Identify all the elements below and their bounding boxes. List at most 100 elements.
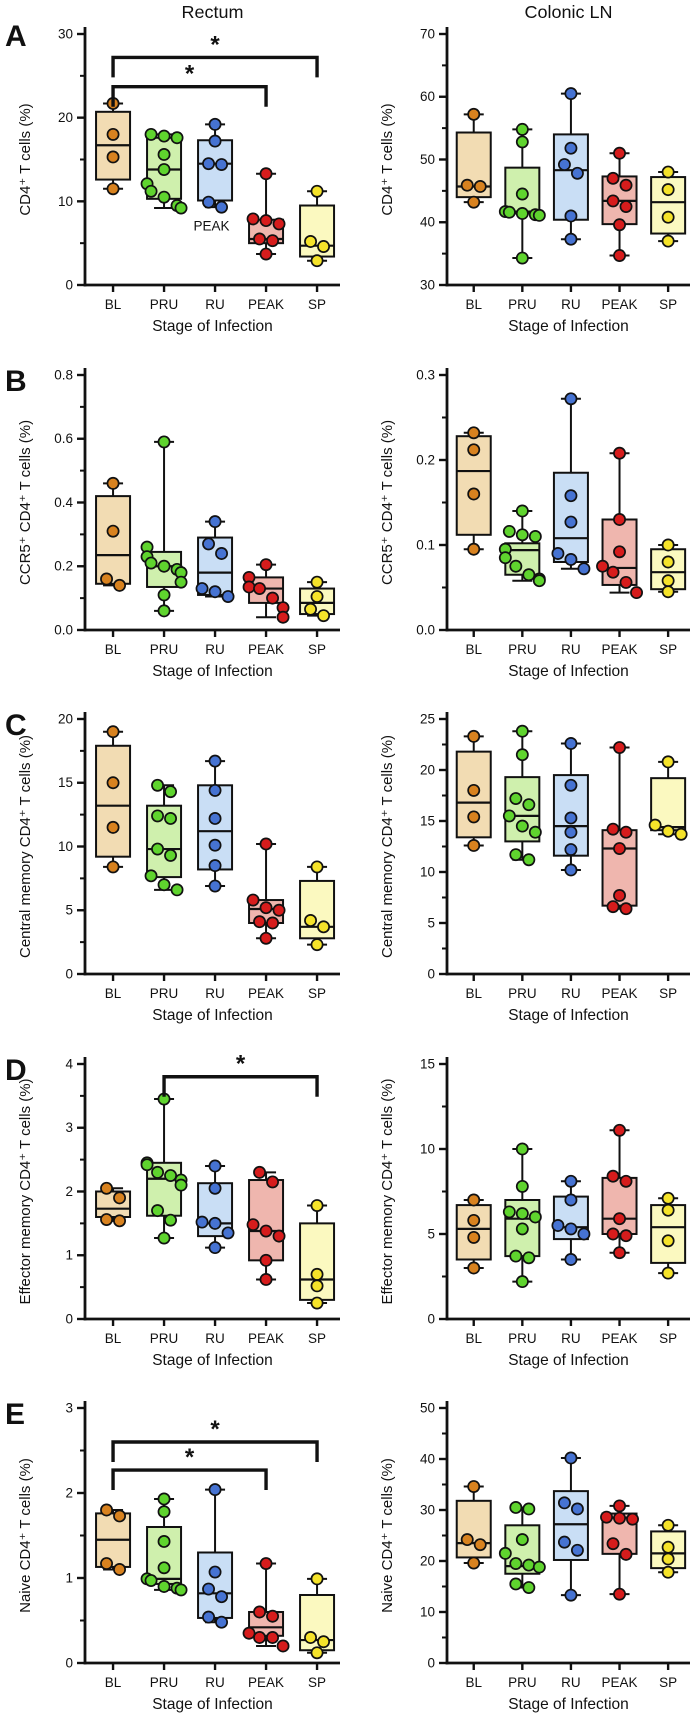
x-axis-label: Stage of Infection [508, 663, 629, 680]
data-point-SP [310, 184, 324, 198]
data-point-PRU [157, 163, 171, 176]
data-point-PRU [151, 779, 165, 792]
data-point-PRU [515, 187, 529, 201]
data-point-RU [557, 158, 571, 171]
y-tick-label: 10 [58, 839, 73, 854]
y-tick-label: 4 [66, 1056, 74, 1071]
x-tick-label: BL [105, 1331, 122, 1346]
data-point-BL [467, 487, 481, 501]
data-point-RU [564, 209, 578, 223]
figure-row-C: C Central memory CD4⁺ T cells (%) 0 5 10 15 20… [0, 689, 700, 1034]
data-point-PEAK [613, 842, 626, 856]
data-point-RU [208, 879, 222, 893]
data-point-SP [304, 1631, 317, 1645]
y-tick-label: 0.0 [416, 622, 435, 637]
y-tick-label: 20 [58, 712, 73, 727]
y-tick-label: 30 [58, 26, 73, 41]
data-point-PEAK [606, 194, 620, 208]
y-tick-label: 40 [420, 1452, 435, 1467]
data-point-SP [310, 1279, 324, 1293]
boxplot-group-PRU [140, 127, 188, 215]
y-tick-label: 70 [420, 26, 435, 41]
data-point-PEAK [606, 900, 620, 914]
boxplot-group-BL [95, 476, 132, 592]
data-point-RU [570, 166, 584, 180]
data-point-BL [473, 180, 487, 193]
data-point-RU [570, 1544, 584, 1558]
data-point-SP [661, 824, 675, 838]
panel-letter: E [5, 1398, 25, 1431]
significance-star: * [210, 31, 220, 58]
box-RU [197, 1551, 234, 1620]
boxplot-group-PEAK [246, 167, 286, 261]
panel-letter: A [5, 20, 27, 53]
y-tick-label: 20 [420, 1554, 435, 1569]
data-point-SP [661, 1541, 675, 1555]
data-point-PRU [144, 184, 158, 198]
data-point-RU [564, 1193, 578, 1207]
data-point-BL [113, 1509, 127, 1523]
data-point-RU [215, 1590, 228, 1604]
data-point-SP [317, 1635, 330, 1649]
x-tick-label: PRU [150, 986, 178, 1001]
data-point-SP [304, 602, 317, 616]
data-point-RU [215, 546, 228, 560]
data-point-PRU [157, 190, 171, 204]
data-point-PRU [515, 724, 529, 738]
data-point-PRU [170, 883, 184, 897]
panel-B-left: B CCR5⁺ CD4⁺ T cells (%) 0.0 0.2 0.4 0.6 0.8 BL… [5, 365, 340, 680]
data-point-BL [467, 784, 481, 798]
boxplot-group-BL [95, 725, 132, 874]
y-tick-label: 3 [66, 1401, 74, 1416]
data-point-PRU [515, 1222, 529, 1236]
data-point-SP [310, 1267, 324, 1281]
data-point-PRU [498, 550, 512, 564]
x-axis-label: Stage of Infection [508, 1352, 629, 1369]
data-point-RU [208, 1565, 222, 1579]
data-point-SP [661, 1552, 675, 1566]
data-point-RU [208, 1240, 222, 1254]
data-point-PEAK [600, 1511, 613, 1524]
box-SP [650, 777, 687, 832]
data-point-PRU [170, 131, 184, 145]
data-point-RU [577, 561, 591, 575]
data-point-PRU [157, 129, 171, 143]
y-tick-label: 0 [66, 967, 74, 982]
box-RU [197, 784, 234, 871]
figure-row-B: B CCR5⁺ CD4⁺ T cells (%) 0.0 0.2 0.4 0.6 0.8 BL… [0, 345, 700, 690]
data-point-PRU [144, 556, 158, 570]
data-point-RU [215, 158, 228, 171]
x-tick-label: RU [561, 1675, 580, 1690]
boxplot-group-SP [299, 1572, 336, 1660]
data-point-RU [208, 812, 222, 826]
x-tick-label: RU [205, 642, 224, 657]
y-tick-label: 1 [66, 1248, 74, 1263]
y-tick-label: 0 [66, 1311, 74, 1326]
x-axis-label: Stage of Infection [508, 318, 629, 335]
boxplot-group-PRU [140, 1092, 188, 1245]
y-tick-label: 50 [420, 152, 435, 167]
y-tick-label: 20 [420, 763, 435, 778]
boxplot-group-PRU [502, 724, 542, 867]
panel-A-left: A Rectum CD4⁺ T cells (%) 0 10 20 30 BL PRU RU PEA… [5, 2, 340, 335]
x-tick-label: PRU [150, 1675, 178, 1690]
data-point-PEAK [619, 1174, 633, 1188]
data-point-PRU [157, 1561, 171, 1575]
figure-row-E: E Naive CD4⁺ T cells (%) 0 1 2 3 BL PRU RU PEAK SP… [0, 1378, 700, 1723]
box-PEAK [601, 1176, 638, 1235]
y-tick-label: 40 [420, 215, 435, 230]
x-tick-label: SP [308, 642, 326, 657]
data-point-PEAK [253, 581, 266, 595]
significance-star: * [210, 1416, 220, 1443]
data-point-RU [202, 157, 215, 171]
y-tick-label: 10 [58, 194, 73, 209]
data-point-SP [310, 589, 324, 603]
y-tick-label: 0 [428, 1311, 436, 1326]
y-tick-label: 5 [66, 903, 74, 918]
y-tick-label: 0.8 [54, 367, 73, 382]
x-tick-label: RU [205, 986, 224, 1001]
x-tick-label: BL [105, 986, 122, 1001]
x-tick-label: PEAK [602, 297, 638, 312]
data-point-BL [106, 860, 120, 874]
y-axis-label: Naive CD4⁺ T cells (%) [379, 1458, 396, 1613]
